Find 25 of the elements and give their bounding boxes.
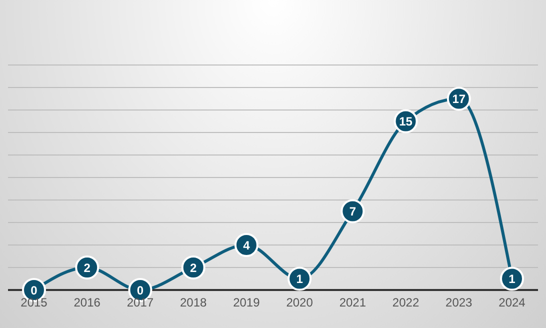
point xyxy=(75,256,100,280)
x-tick-label: 2019 xyxy=(233,296,260,310)
data-label: 17 xyxy=(452,92,466,106)
x-tick-label: 2016 xyxy=(74,296,101,310)
point xyxy=(181,256,206,280)
x-tick-label: 2017 xyxy=(126,296,154,310)
x-tick-label: 2018 xyxy=(180,296,208,310)
data-label: 7 xyxy=(349,204,356,219)
x-tick-label: 2015 xyxy=(20,296,48,310)
point xyxy=(288,266,312,291)
data-label: 2 xyxy=(190,260,197,275)
data-label: 0 xyxy=(30,283,38,298)
x-tick-label: 2022 xyxy=(392,296,420,310)
data-label: 4 xyxy=(243,238,250,252)
data-label: 1 xyxy=(508,272,516,286)
data-label: 0 xyxy=(136,283,144,298)
x-tick-label: 2021 xyxy=(339,296,366,310)
x-tick-label: 2020 xyxy=(286,296,314,310)
x-tick-label: 2023 xyxy=(446,296,473,310)
x-tick-label: 2024 xyxy=(498,296,526,310)
data-label: 1 xyxy=(296,272,304,286)
data-label: 2 xyxy=(84,260,91,275)
point xyxy=(500,266,524,291)
point xyxy=(340,199,365,224)
data-label: 15 xyxy=(399,114,413,129)
